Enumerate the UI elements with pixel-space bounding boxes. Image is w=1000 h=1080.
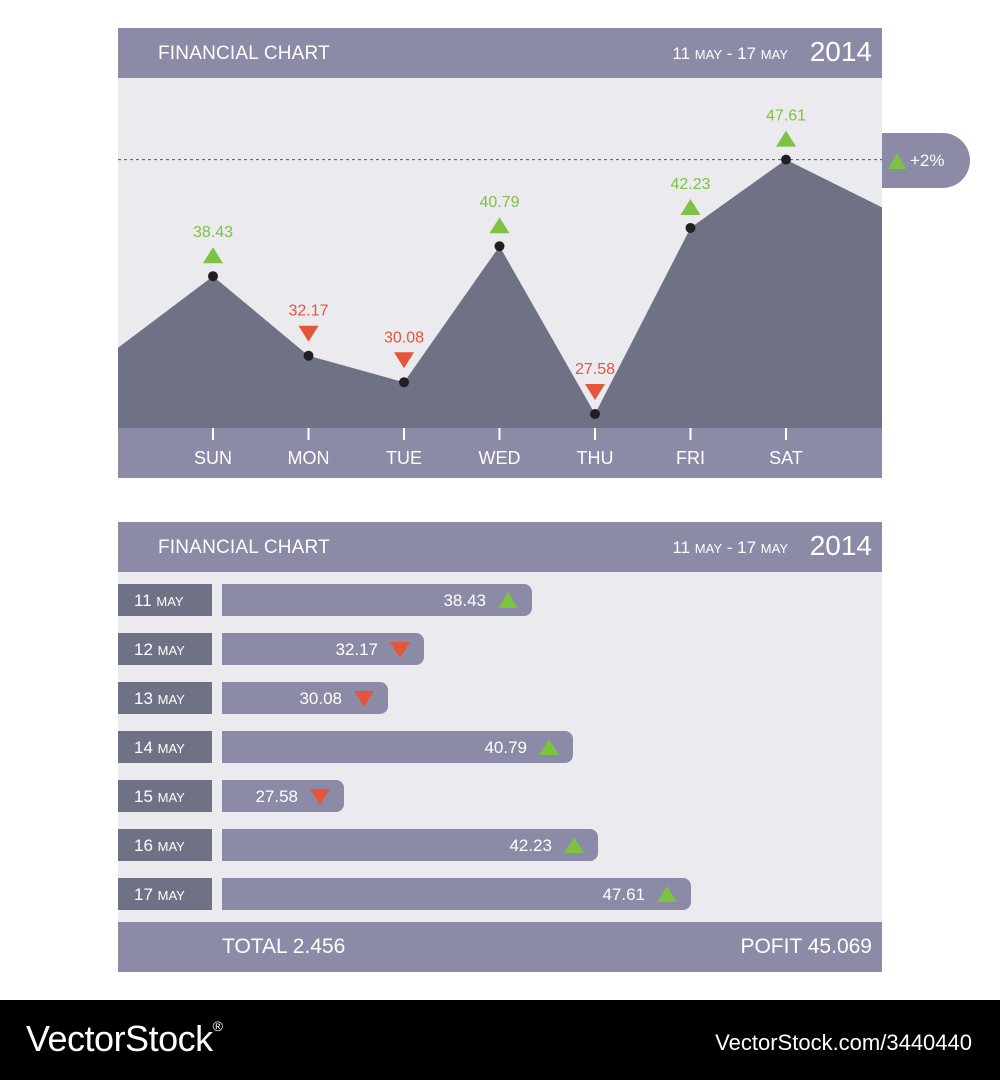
date-range: 11 MAY - 17 MAY: [672, 44, 788, 63]
x-tick-label: SAT: [769, 448, 803, 468]
trend-down-icon: [310, 789, 330, 805]
stock-id: VectorStock.com/3440440: [715, 1030, 972, 1055]
trend-up-icon: [498, 592, 518, 608]
area-fill: [118, 159, 882, 428]
chart-header: FINANCIAL CHART 11 MAY - 17 MAY 2014: [118, 28, 882, 78]
date-label: 15 MAY: [118, 780, 212, 812]
data-point: [399, 377, 409, 388]
trend-down-icon: [585, 384, 605, 400]
date-label: 16 MAY: [118, 829, 212, 861]
data-point: [208, 271, 218, 282]
area-chart-panel: FINANCIAL CHART 11 MAY - 17 MAY 2014 38.…: [118, 28, 882, 478]
bar-value-label: 47.61: [602, 885, 645, 904]
data-point: [303, 350, 314, 361]
trend-up-icon: [776, 130, 796, 147]
date-range: 11 MAY - 17 MAY: [672, 538, 788, 557]
year-label: 2014: [809, 530, 872, 561]
trend-up-icon: [680, 198, 701, 215]
x-tick-label: SUN: [194, 448, 232, 468]
bar: 47.61: [222, 878, 691, 910]
value-label: 40.79: [479, 194, 519, 211]
chart-title: FINANCIAL CHART: [158, 537, 330, 558]
triangle-up-icon: [888, 153, 906, 169]
trend-up-icon: [489, 217, 510, 234]
change-badge: +2%: [882, 133, 970, 188]
trend-up-icon: [564, 837, 584, 853]
data-point: [781, 154, 791, 165]
bar: 40.79: [222, 731, 573, 763]
x-tick-label: WED: [479, 448, 521, 468]
bar-value-label: 32.17: [335, 640, 378, 659]
data-point: [590, 409, 600, 419]
trend-up-icon: [539, 739, 559, 755]
trend-up-icon: [203, 247, 223, 264]
trend-down-icon: [390, 642, 410, 658]
x-tick-label: TUE: [386, 448, 422, 468]
date-label: 11 MAY: [118, 584, 212, 616]
x-tick-label: THU: [577, 448, 614, 468]
x-tick-label: FRI: [676, 448, 705, 468]
value-label: 38.43: [193, 224, 233, 241]
date-label: 12 MAY: [118, 633, 212, 665]
trend-down-icon: [354, 691, 374, 707]
data-point: [685, 222, 696, 233]
value-label: 30.08: [384, 329, 424, 346]
date-label: 13 MAY: [118, 682, 212, 714]
bar: 30.08: [222, 682, 388, 714]
date-label: 17 MAY: [118, 878, 212, 910]
bar-chart-panel: FINANCIAL CHART 11 MAY - 17 MAY 2014 11 …: [118, 522, 882, 972]
brand-logo: VectorStock®: [26, 1018, 223, 1059]
value-label: 47.61: [766, 108, 806, 125]
value-label: 27.58: [575, 361, 615, 378]
value-label: 32.17: [288, 303, 328, 320]
bar-value-label: 30.08: [299, 689, 342, 708]
summary-footer: TOTAL 2.456 POFIT 45.069: [118, 922, 882, 972]
year-label: 2014: [809, 36, 872, 67]
change-percent: +2%: [910, 151, 945, 170]
profit-label: POFIT 45.069: [740, 935, 872, 958]
x-tick-label: MON: [288, 448, 330, 468]
chart-title: FINANCIAL CHART: [158, 43, 330, 64]
trend-down-icon: [298, 325, 319, 342]
watermark-bar: VectorStock® VectorStock.com/3440440: [0, 1000, 1000, 1080]
trend-down-icon: [394, 352, 414, 369]
total-label: TOTAL 2.456: [222, 935, 346, 958]
bar: 32.17: [222, 633, 424, 665]
date-label: 14 MAY: [118, 731, 212, 763]
bar-value-label: 27.58: [255, 787, 298, 806]
bar: 27.58: [222, 780, 344, 812]
bar: 38.43: [222, 584, 532, 616]
bar: 42.23: [222, 829, 598, 861]
value-label: 42.23: [670, 176, 710, 193]
data-point: [494, 241, 505, 252]
bar-value-label: 40.79: [484, 738, 527, 757]
chart-header: FINANCIAL CHART 11 MAY - 17 MAY 2014: [118, 522, 882, 572]
bar-value-label: 38.43: [443, 591, 486, 610]
trend-up-icon: [657, 886, 677, 902]
bar-value-label: 42.23: [509, 836, 552, 855]
area-chart: 38.43 SUN 32.17 MON 30.08 TUE 40.79 WED 27.58 THU…: [118, 108, 882, 468]
